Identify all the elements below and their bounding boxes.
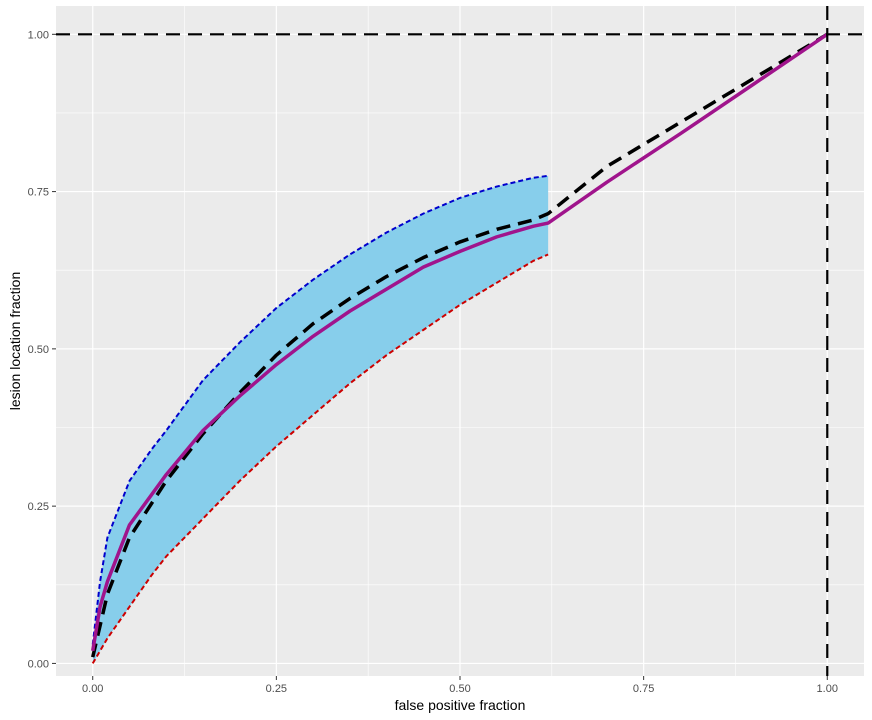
x-tick-label: 0.75 bbox=[633, 683, 654, 695]
y-tick-label: 1.00 bbox=[28, 29, 49, 41]
series-layer bbox=[91, 32, 829, 664]
y-axis-title: lesion location fraction bbox=[7, 272, 23, 411]
confidence-band bbox=[92, 175, 549, 664]
reference-lines-layer bbox=[56, 6, 864, 676]
y-tick-label: 0.50 bbox=[28, 344, 49, 356]
upper-bound-line bbox=[91, 174, 549, 645]
x-tick-label: 1.00 bbox=[817, 683, 838, 695]
y-tick-label: 0.25 bbox=[28, 501, 49, 513]
x-axis-title: false positive fraction bbox=[395, 697, 526, 713]
fitted-roc-line bbox=[91, 32, 829, 652]
x-tick-label: 0.00 bbox=[82, 683, 103, 695]
confidence-band-layer bbox=[92, 175, 549, 664]
y-tick-label: 0.00 bbox=[28, 658, 49, 670]
x-tick-label: 0.25 bbox=[266, 683, 287, 695]
y-tick-label: 0.75 bbox=[28, 187, 49, 199]
empirical-roc-line bbox=[91, 32, 829, 658]
x-axis-ticks: 0.00 0.25 0.50 0.75 1.00 bbox=[82, 676, 838, 695]
x-tick-label: 0.50 bbox=[449, 683, 470, 695]
y-axis-ticks: 0.00 0.25 0.50 0.75 1.00 bbox=[28, 29, 56, 670]
lower-bound-line bbox=[91, 253, 549, 664]
